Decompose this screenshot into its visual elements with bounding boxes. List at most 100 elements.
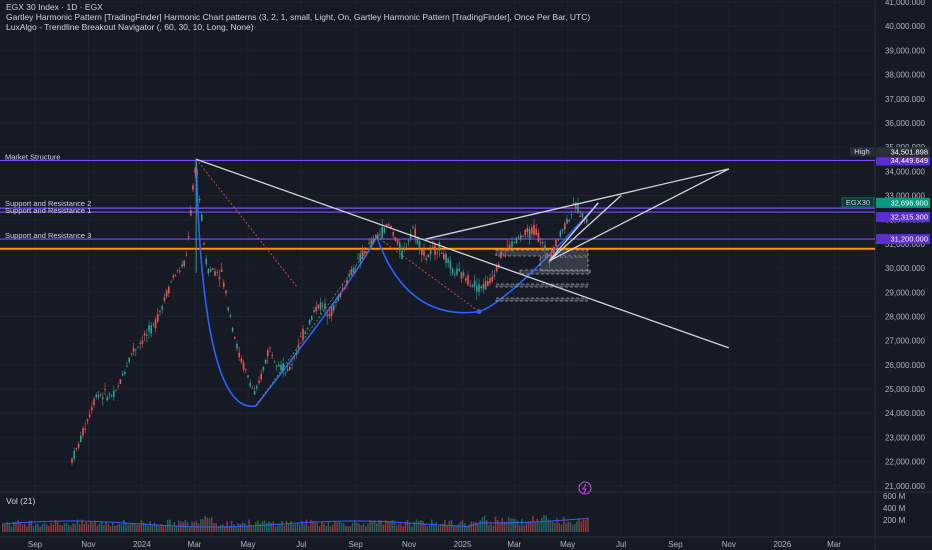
volume-bar [378, 519, 380, 532]
volume-bar [215, 523, 217, 532]
candle-body [423, 249, 425, 256]
volume-bar [316, 522, 319, 532]
candle-body [313, 310, 315, 312]
candle-body [498, 263, 500, 268]
volume-bar [101, 521, 103, 532]
volume-bar [365, 526, 367, 532]
candle-body [269, 347, 271, 349]
volume-bar [525, 523, 528, 532]
volume-bar [57, 521, 59, 532]
pattern-dotted-leg [195, 158, 297, 287]
candle-body [328, 313, 331, 317]
volume-bar [26, 526, 28, 532]
volume-bar [109, 525, 112, 532]
volume-bar [296, 523, 299, 532]
volume-ma-line [1, 518, 589, 528]
candle-body [260, 373, 262, 380]
volume-bar [420, 520, 422, 532]
candle-body [251, 387, 254, 389]
volume-bar [343, 523, 345, 532]
volume-bar [217, 526, 220, 532]
x-tick-label: Jul [296, 540, 306, 549]
candle-body [333, 305, 335, 311]
volume-bar [252, 526, 255, 532]
indicator-legend-luxalgo[interactable]: LuxAlgo - Trendline Breakout Navigator (… [6, 22, 254, 32]
volume-bar [261, 521, 264, 532]
level-label: Support and Resistance 3 [5, 231, 91, 240]
candle-body [344, 288, 346, 289]
volume-bar [301, 521, 303, 532]
y-tick-label: 22,000.000 [885, 458, 926, 467]
volume-bar [439, 524, 442, 532]
y-tick-label: 31,000.000 [885, 240, 926, 249]
pattern-dotted-leg [255, 236, 378, 407]
volume-bar [103, 525, 105, 532]
volume-bar [224, 526, 226, 532]
volume-bar [235, 526, 237, 532]
volume-bar [400, 523, 402, 532]
volume-bar [272, 521, 275, 532]
volume-bar [428, 525, 431, 532]
candle-body [572, 202, 575, 206]
volume-bar [402, 526, 404, 532]
y-tick-label: 33,000.000 [885, 192, 926, 201]
volume-bar [398, 523, 400, 532]
volume-bar [59, 524, 61, 532]
volume-bar [37, 523, 39, 532]
candle-body [315, 306, 317, 312]
volume-bar [107, 523, 110, 532]
candle-body [104, 388, 106, 390]
candle-body [172, 275, 174, 278]
volume-bar [318, 526, 321, 532]
candle-body [207, 269, 210, 274]
candle-body [75, 447, 78, 449]
volume-bar [151, 524, 154, 532]
candle-body [137, 346, 139, 348]
chart-title[interactable]: EGX 30 Index · 1D · EGX [6, 2, 103, 12]
volume-bar [503, 521, 506, 532]
volume-bar [268, 521, 270, 532]
volume-bar [382, 524, 385, 532]
candle-body [548, 260, 551, 264]
volume-bar [329, 526, 332, 532]
volume-bar [413, 521, 415, 532]
candle-body [220, 269, 223, 273]
volume-bar [147, 525, 149, 532]
candle-body [113, 390, 115, 397]
candle-body [192, 185, 194, 190]
candle-body [520, 235, 522, 240]
volume-bar [160, 524, 162, 532]
volume-bar [153, 522, 156, 532]
candle-body [447, 258, 449, 263]
candle-body [366, 252, 368, 253]
candle-body [212, 268, 214, 271]
volume-bar [46, 524, 48, 532]
candle-body [542, 242, 544, 244]
volume-bar [257, 520, 259, 532]
candle-body [73, 450, 75, 459]
candle-body [183, 260, 185, 267]
indicator-legend-gartley[interactable]: Gartley Harmonic Pattern [TradingFinder]… [6, 12, 591, 22]
volume-bar [406, 519, 409, 532]
volume-bar [321, 521, 323, 532]
candle-body [528, 229, 531, 239]
candle-body [570, 214, 573, 216]
candle-body [403, 249, 405, 251]
candle-body [234, 337, 236, 339]
candle-body [181, 264, 183, 267]
candle-body [128, 357, 130, 362]
volume-bar [244, 522, 246, 532]
volume-bar [182, 522, 184, 532]
harmonic-pattern-curve [195, 159, 599, 408]
candle-body [174, 275, 177, 277]
candle-body [201, 214, 203, 221]
candle-body [102, 397, 104, 400]
volume-bar [202, 519, 204, 532]
candle-body [511, 241, 513, 247]
volume-bar [433, 523, 435, 532]
volume-bar [307, 526, 310, 532]
volume-bar [552, 521, 554, 532]
volume-legend[interactable]: Vol (21) [6, 496, 36, 506]
volume-bar [334, 520, 336, 532]
